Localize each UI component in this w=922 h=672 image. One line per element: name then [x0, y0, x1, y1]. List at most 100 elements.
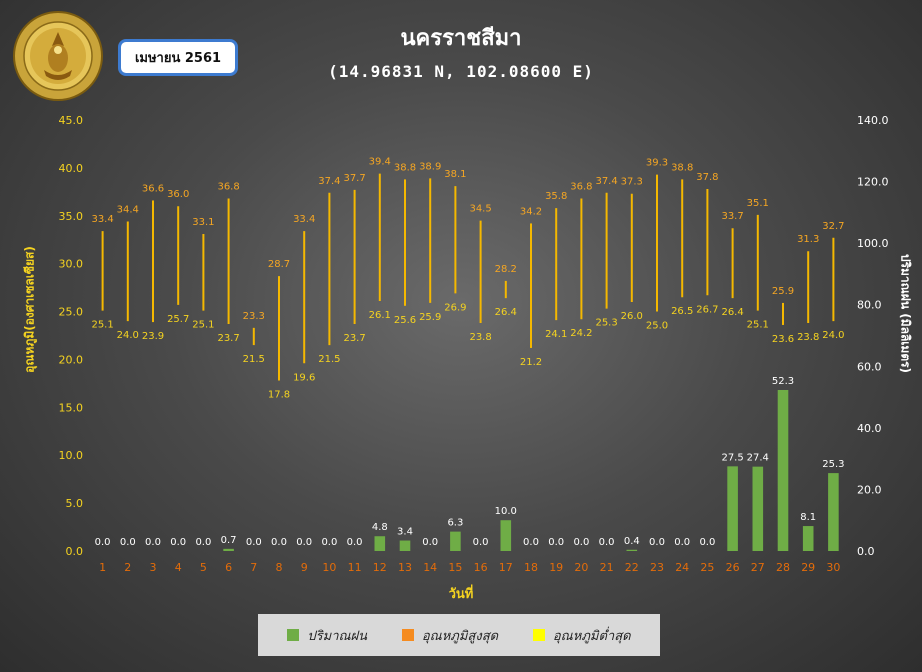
tmin-data-label: 23.8 [469, 332, 491, 343]
y-tick-label-right: 100.0 [857, 237, 889, 250]
chart-title: นครราชสีมา [400, 26, 522, 51]
legend-label-tmax: อุณหภูมิสูงสุด [421, 628, 499, 644]
rain-data-label: 0.0 [422, 537, 438, 548]
tmax-data-label: 31.3 [797, 234, 819, 245]
y-tick-label-left: 25.0 [59, 306, 84, 319]
x-tick-label: 8 [276, 561, 283, 574]
tmax-data-label: 28.2 [495, 264, 517, 275]
y-tick-label-left: 30.0 [59, 258, 84, 271]
meteorological-department-logo [13, 11, 103, 101]
tmax-data-label: 33.4 [91, 214, 113, 225]
tmax-data-label: 33.1 [192, 217, 214, 228]
rain-data-label: 27.5 [721, 452, 743, 463]
chart-subtitle: (14.96831 N, 102.08600 E) [328, 62, 594, 81]
tmax-data-label: 37.4 [318, 176, 340, 187]
tmax-data-label: 28.7 [268, 259, 290, 270]
x-tick-label: 28 [776, 561, 790, 574]
tmax-data-label: 33.7 [721, 211, 743, 222]
rain-data-label: 0.0 [296, 537, 312, 548]
x-tick-label: 15 [448, 561, 462, 574]
tmin-data-label: 25.1 [91, 320, 113, 331]
x-tick-label: 24 [675, 561, 689, 574]
tmax-data-label: 34.5 [469, 204, 491, 215]
y-tick-label-right: 60.0 [857, 360, 882, 373]
rain-data-label: 0.0 [523, 537, 539, 548]
tmax-swatch-icon [401, 629, 414, 641]
x-tick-label: 22 [625, 561, 639, 574]
tmin-data-label: 23.7 [217, 333, 239, 344]
tmin-data-label: 26.0 [621, 311, 643, 322]
tmax-data-label: 38.8 [394, 162, 416, 173]
rain-bar [777, 389, 789, 551]
rain-data-label: 0.0 [321, 537, 337, 548]
rain-swatch-icon [287, 629, 300, 641]
y-tick-label-left: 5.0 [66, 497, 84, 510]
tmax-data-label: 38.9 [419, 161, 441, 172]
x-tick-label: 30 [826, 561, 840, 574]
rain-data-label: 0.0 [271, 537, 287, 548]
rain-bar [500, 520, 512, 551]
rain-data-label: 8.1 [800, 512, 816, 523]
rain-data-label: 0.0 [473, 537, 489, 548]
y-tick-label-right: 140.0 [857, 114, 889, 127]
tmin-data-label: 23.7 [343, 333, 365, 344]
y-tick-label-left: 40.0 [59, 162, 84, 175]
y-tick-label-left: 10.0 [59, 449, 84, 462]
tmin-data-label: 25.1 [747, 320, 769, 331]
x-tick-label: 11 [348, 561, 362, 574]
rain-bar [727, 466, 738, 551]
rain-data-label: 0.0 [599, 537, 615, 548]
tmax-data-label: 35.8 [545, 191, 567, 202]
y-tick-label-left: 15.0 [59, 401, 84, 414]
tmin-data-label: 26.9 [444, 302, 466, 313]
tmax-data-label: 39.3 [646, 158, 668, 169]
tmin-data-label: 24.0 [822, 330, 844, 341]
tmax-data-label: 37.8 [696, 172, 718, 183]
tmax-data-label: 38.1 [444, 169, 466, 180]
rain-data-label: 0.0 [195, 537, 211, 548]
tmin-data-label: 21.5 [318, 354, 340, 365]
x-tick-label: 27 [751, 561, 765, 574]
rain-bar [626, 549, 638, 551]
rain-data-label: 0.0 [548, 537, 564, 548]
x-tick-label: 19 [549, 561, 563, 574]
y-tick-label-right: 20.0 [857, 483, 882, 496]
y-tick-label-left: 35.0 [59, 210, 84, 223]
tmax-data-label: 36.8 [217, 182, 239, 193]
x-tick-label: 9 [301, 561, 308, 574]
tmin-data-label: 21.5 [243, 354, 265, 365]
tmin-data-label: 23.9 [142, 331, 164, 342]
rain-data-label: 0.0 [347, 537, 363, 548]
tmax-data-label: 34.2 [520, 206, 542, 217]
x-tick-label: 20 [574, 561, 588, 574]
tmax-data-label: 33.4 [293, 214, 315, 225]
rain-data-label: 0.0 [573, 537, 589, 548]
y-tick-label-right: 40.0 [857, 422, 882, 435]
tmin-data-label: 23.8 [797, 332, 819, 343]
rain-bar [802, 526, 814, 551]
x-tick-label: 16 [474, 561, 488, 574]
tmax-data-label: 37.3 [621, 177, 643, 188]
y-tick-label-right: 120.0 [857, 176, 889, 189]
rain-data-label: 0.0 [170, 537, 186, 548]
tmin-data-label: 24.2 [570, 328, 592, 339]
rain-data-label: 0.4 [624, 536, 640, 547]
legend: ปริมาณฝน อุณหภูมิสูงสุด อุณหภูมิต่ำสุด [258, 614, 660, 656]
x-tick-label: 6 [225, 561, 232, 574]
tmax-data-label: 38.8 [671, 162, 693, 173]
tmin-data-label: 19.6 [293, 372, 315, 383]
legend-item-tmin: อุณหภูมิต่ำสุด [532, 625, 631, 646]
y-axis-right-label: ปริมาณฝน (มิลลิเมตร) [898, 253, 913, 374]
y-tick-label-left: 20.0 [59, 353, 84, 366]
rain-data-label: 0.0 [649, 537, 665, 548]
rain-data-label: 0.0 [120, 537, 136, 548]
rain-bar [374, 536, 386, 551]
x-tick-label: 25 [700, 561, 714, 574]
rain-data-label: 6.3 [447, 518, 463, 529]
tmin-data-label: 26.4 [721, 307, 743, 318]
tmin-data-label: 26.1 [369, 310, 391, 321]
x-axis-label: วันที่ [448, 587, 474, 602]
x-tick-label: 10 [322, 561, 336, 574]
rain-bar [399, 540, 411, 551]
